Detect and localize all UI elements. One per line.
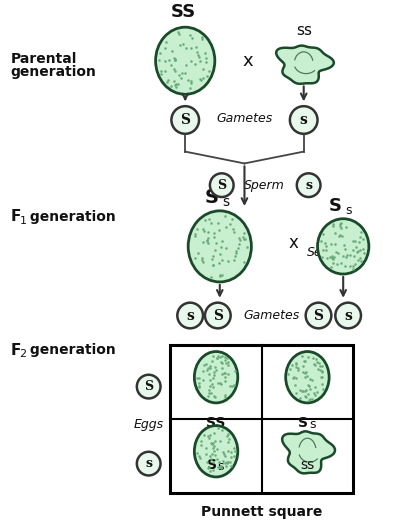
Text: ss: ss (300, 458, 315, 472)
Circle shape (290, 106, 318, 134)
Circle shape (137, 375, 160, 399)
Ellipse shape (318, 219, 369, 274)
Ellipse shape (194, 351, 238, 403)
Circle shape (137, 452, 160, 475)
Text: s: s (305, 179, 312, 191)
Text: x: x (289, 234, 299, 253)
Text: Self: Self (307, 246, 330, 259)
Text: s: s (344, 309, 352, 323)
Text: S: S (207, 458, 217, 472)
Text: S: S (180, 113, 190, 127)
Text: s: s (222, 195, 229, 209)
Text: SS: SS (206, 416, 226, 430)
Text: generation: generation (11, 65, 96, 78)
Text: S: S (299, 416, 309, 430)
Text: s: s (218, 460, 224, 473)
Circle shape (306, 303, 331, 328)
Text: 2: 2 (19, 349, 26, 359)
Circle shape (335, 303, 361, 328)
Text: 1: 1 (19, 215, 26, 226)
Text: generation: generation (25, 210, 116, 224)
Text: s: s (186, 309, 194, 323)
Text: Gametes: Gametes (216, 111, 273, 124)
Text: S: S (314, 309, 324, 323)
Text: s: s (345, 204, 351, 217)
Bar (170, 345, 353, 493)
Text: F: F (11, 209, 21, 224)
Text: s: s (145, 457, 152, 470)
Ellipse shape (194, 426, 238, 477)
Text: x: x (242, 52, 253, 70)
Text: S: S (213, 309, 223, 323)
Text: Gametes: Gametes (243, 309, 299, 322)
Text: s: s (309, 418, 316, 431)
Text: s: s (300, 113, 307, 127)
Text: generation: generation (25, 343, 116, 357)
Text: F: F (11, 343, 21, 358)
Circle shape (205, 303, 231, 328)
Text: ss: ss (296, 23, 312, 38)
Text: S: S (217, 179, 226, 191)
Text: Eggs: Eggs (134, 418, 164, 430)
Text: S: S (144, 380, 153, 393)
Ellipse shape (156, 27, 215, 94)
Polygon shape (276, 46, 334, 84)
Text: S: S (205, 188, 219, 207)
Text: Parental: Parental (11, 52, 77, 66)
Circle shape (171, 106, 199, 134)
Ellipse shape (188, 211, 251, 282)
Text: S: S (329, 197, 342, 215)
Text: Sperm: Sperm (244, 179, 284, 191)
Text: SS: SS (170, 3, 196, 21)
Polygon shape (282, 431, 335, 473)
Text: Punnett square: Punnett square (200, 505, 322, 519)
Circle shape (297, 173, 320, 197)
Circle shape (177, 303, 203, 328)
Ellipse shape (286, 351, 329, 403)
Circle shape (210, 173, 234, 197)
